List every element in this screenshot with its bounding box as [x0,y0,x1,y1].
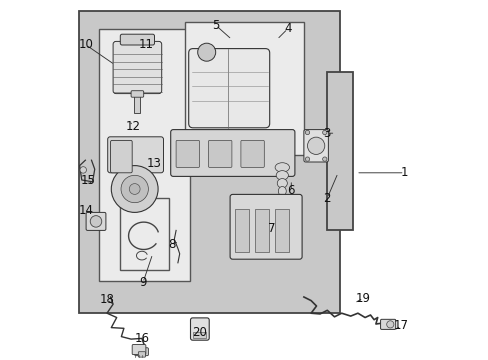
Ellipse shape [277,179,287,188]
Text: 18: 18 [100,293,114,306]
Circle shape [90,216,102,227]
Text: 19: 19 [355,292,370,305]
FancyBboxPatch shape [170,130,294,176]
FancyBboxPatch shape [138,352,145,357]
FancyBboxPatch shape [190,318,209,340]
Ellipse shape [276,171,288,180]
Text: 17: 17 [393,319,408,332]
FancyBboxPatch shape [132,345,145,355]
Text: 7: 7 [267,222,275,235]
Ellipse shape [278,186,285,196]
Text: 10: 10 [79,39,93,51]
Text: 13: 13 [146,157,161,170]
Text: 20: 20 [192,327,206,339]
FancyBboxPatch shape [120,34,154,45]
Text: 1: 1 [400,166,407,179]
FancyBboxPatch shape [110,140,132,173]
Bar [255,209,268,252]
Circle shape [111,166,158,212]
FancyBboxPatch shape [303,130,328,162]
FancyBboxPatch shape [188,49,269,128]
Text: 4: 4 [284,22,291,35]
Circle shape [305,157,309,161]
FancyBboxPatch shape [176,140,199,167]
Text: 12: 12 [125,120,140,132]
Bar [134,96,140,113]
FancyBboxPatch shape [113,41,162,94]
FancyBboxPatch shape [86,212,106,230]
Circle shape [80,167,86,173]
FancyBboxPatch shape [131,91,143,97]
Bar [99,29,190,281]
Text: 15: 15 [81,174,95,186]
Circle shape [386,321,393,328]
Circle shape [121,175,148,203]
Text: 3: 3 [323,127,330,140]
Circle shape [322,130,326,135]
Bar [79,11,339,313]
Text: 14: 14 [79,204,93,217]
Bar [275,209,288,252]
Text: 5: 5 [212,19,219,32]
FancyBboxPatch shape [241,140,264,167]
Circle shape [197,43,215,61]
Bar [120,198,168,270]
FancyBboxPatch shape [208,140,231,167]
Text: 16: 16 [134,332,149,345]
Circle shape [305,130,309,135]
Ellipse shape [275,163,289,172]
Bar [235,209,249,252]
Bar [185,22,303,155]
Circle shape [129,184,140,194]
Text: 8: 8 [168,238,175,251]
FancyBboxPatch shape [107,137,163,173]
FancyBboxPatch shape [380,319,395,329]
Text: 6: 6 [287,184,294,197]
FancyBboxPatch shape [134,348,148,356]
Circle shape [322,157,326,161]
Bar [326,72,352,230]
Text: 9: 9 [139,276,146,289]
Bar [193,332,206,338]
Circle shape [307,137,324,154]
Text: 11: 11 [139,39,154,51]
FancyBboxPatch shape [230,194,302,259]
Text: 2: 2 [323,192,330,204]
